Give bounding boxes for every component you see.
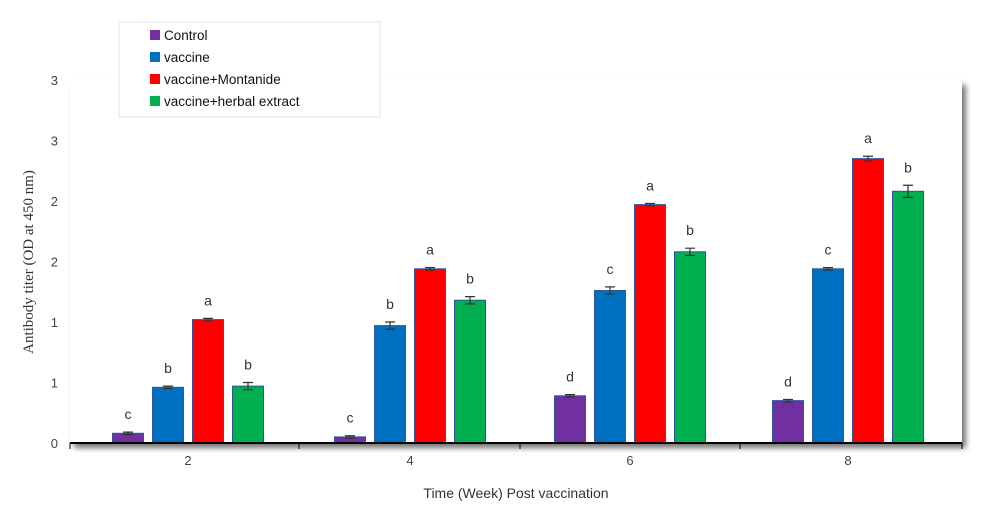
legend-swatch-montanide xyxy=(150,74,160,84)
error-bar-control-week-4 xyxy=(345,435,355,439)
sig-letter-vaccine-week-8: c xyxy=(825,242,832,258)
error-bar-vaccine-montanide-week-2 xyxy=(203,317,213,322)
sig-letter-vaccine-week-6: c xyxy=(607,261,614,277)
y-tick-label: 3 xyxy=(51,73,58,88)
legend-swatch-control xyxy=(150,30,160,40)
bars-layer: c c d d b b c c a a a a b b b b xyxy=(112,130,924,444)
error-bar-vaccine-week-6 xyxy=(605,286,615,295)
sig-letter-vaccine-montanide-week-4: a xyxy=(426,242,434,258)
sig-letter-vaccine-week-4: b xyxy=(386,296,394,312)
sig-letter-control-week-6: d xyxy=(566,369,574,385)
legend-label-control: Control xyxy=(164,28,208,43)
error-bar-control-week-6 xyxy=(565,394,575,398)
bar-vaccine-montanide-week-8 xyxy=(852,158,884,444)
error-bar-vaccine-week-4 xyxy=(385,321,395,330)
y-tick-label: 2 xyxy=(51,255,58,270)
error-bar-vaccine-herbal-extract-week-8 xyxy=(903,184,913,198)
y-tick-label: 1 xyxy=(51,315,58,330)
x-tick-label-8: 8 xyxy=(844,453,851,468)
axes-layer: 2 4 6 8 0 1 1 2 2 3 3 xyxy=(51,73,963,468)
sig-letter-vaccine-herbal-extract-week-4: b xyxy=(466,271,474,287)
x-tick-label-4: 4 xyxy=(406,453,413,468)
bar-vaccine-montanide-week-6 xyxy=(634,204,666,444)
sig-letter-vaccine-montanide-week-8: a xyxy=(864,130,872,146)
bar-vaccine-herbal-extract-week-8 xyxy=(892,190,924,444)
sig-letter-vaccine-montanide-week-6: a xyxy=(646,177,654,193)
x-axis-label: Time (Week) Post vaccination xyxy=(423,485,608,501)
error-bar-vaccine-herbal-extract-week-2 xyxy=(243,381,253,391)
bar-vaccine-montanide-week-2 xyxy=(192,319,224,444)
legend-swatch-vaccine xyxy=(150,52,160,62)
sig-letter-control-week-4: c xyxy=(347,410,354,426)
x-tick-label-6: 6 xyxy=(626,453,633,468)
legend-label-vaccine: vaccine xyxy=(164,50,210,65)
legend-swatch-herbal xyxy=(150,96,160,106)
y-tick-label: 3 xyxy=(51,134,58,149)
error-bar-vaccine-week-2 xyxy=(163,385,173,390)
legend-box xyxy=(118,21,381,118)
y-tick-label: 0 xyxy=(51,436,58,451)
y-axis-label: Antibody titer (OD at 450 nm) xyxy=(21,170,37,354)
legend-item-herbal: vaccine+herbal extract xyxy=(150,94,300,109)
error-bar-vaccine-montanide-week-8 xyxy=(863,155,873,162)
sig-letter-control-week-2: c xyxy=(125,406,132,422)
bar-vaccine-week-2 xyxy=(152,386,184,444)
bar-vaccine-herbal-extract-week-4 xyxy=(454,299,486,444)
error-bar-vaccine-montanide-week-6 xyxy=(645,202,655,207)
y-tick-label: 2 xyxy=(51,194,58,209)
legend: Control vaccine vaccine+Montanide vaccin… xyxy=(118,21,381,118)
legend-item-vaccine: vaccine xyxy=(150,50,210,65)
bar-control-week-8 xyxy=(772,400,804,444)
error-bar-vaccine-herbal-extract-week-4 xyxy=(465,295,475,305)
bar-vaccine-week-8 xyxy=(812,268,844,444)
sig-letter-control-week-8: d xyxy=(784,373,792,389)
bar-vaccine-herbal-extract-week-6 xyxy=(674,251,706,444)
x-tick-label-2: 2 xyxy=(184,453,191,468)
y-tick-label: 1 xyxy=(51,376,58,391)
sig-letter-vaccine-montanide-week-2: a xyxy=(204,292,212,308)
sig-letter-vaccine-week-2: b xyxy=(164,360,172,376)
bar-vaccine-herbal-extract-week-2 xyxy=(232,385,264,444)
legend-item-control: Control xyxy=(150,28,208,43)
error-bar-control-week-2 xyxy=(123,431,133,436)
bar-vaccine-week-6 xyxy=(594,290,626,444)
bar-vaccine-montanide-week-4 xyxy=(414,268,446,444)
bar-vaccine-week-4 xyxy=(374,325,406,444)
error-bar-vaccine-herbal-extract-week-6 xyxy=(685,247,695,257)
error-bar-control-week-8 xyxy=(783,398,793,403)
legend-item-montanide: vaccine+Montanide xyxy=(150,72,281,87)
error-bar-vaccine-week-8 xyxy=(823,266,833,271)
legend-label-montanide: vaccine+Montanide xyxy=(164,72,281,87)
bar-control-week-6 xyxy=(554,395,586,444)
sig-letter-vaccine-herbal-extract-week-2: b xyxy=(244,357,252,373)
sig-letter-vaccine-herbal-extract-week-6: b xyxy=(686,222,694,238)
legend-label-herbal: vaccine+herbal extract xyxy=(164,94,300,109)
sig-letter-vaccine-herbal-extract-week-8: b xyxy=(904,159,912,175)
error-bar-vaccine-montanide-week-4 xyxy=(425,266,435,271)
